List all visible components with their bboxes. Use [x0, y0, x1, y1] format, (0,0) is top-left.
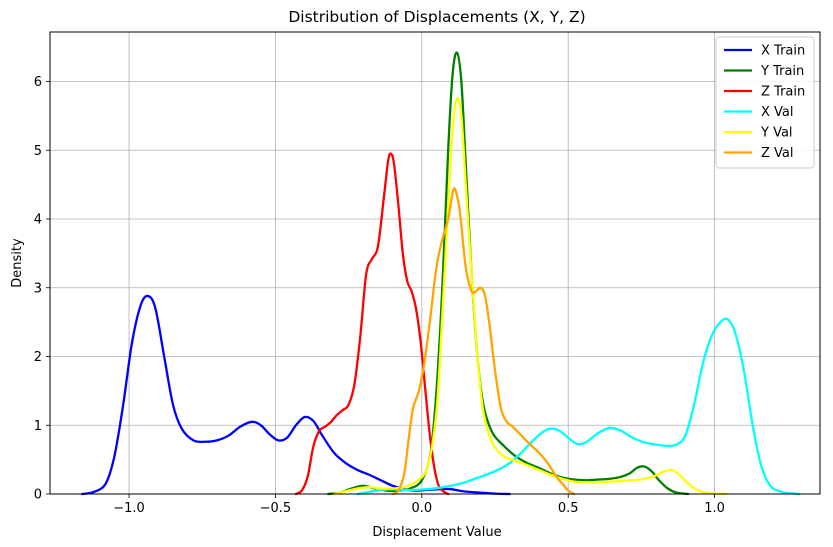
legend-label-z-val: Z Val [761, 146, 794, 161]
y-tick-label: 4 [34, 213, 42, 228]
series-line-y-val [332, 97, 728, 496]
x-tick-label: 0.5 [558, 501, 579, 516]
y-tick-label: 2 [34, 350, 42, 365]
legend-label-z-train: Z Train [761, 85, 805, 100]
axis-ticks: −1.0 −0.5 0.0 0.5 1.0 0 1 2 3 4 5 6 [34, 75, 725, 516]
x-tick-label: −0.5 [260, 501, 292, 516]
y-axis-label: Density [10, 238, 25, 288]
x-tick-label: 0.0 [411, 501, 432, 516]
legend-label-y-train: Y Train [760, 64, 804, 79]
series-lines [81, 51, 801, 496]
series-line-z-val [391, 187, 576, 496]
series-line-z-train [294, 152, 450, 496]
series-line-x-val [356, 317, 801, 496]
y-tick-label: 6 [34, 75, 42, 90]
legend-label-y-val: Y Val [760, 126, 793, 141]
x-axis-label: Displacement Value [372, 525, 501, 540]
plot-frame [49, 31, 821, 495]
legend: X Train Y Train Z Train X Val Y Val Z Val [715, 36, 815, 169]
x-tick-label: −1.0 [113, 501, 145, 516]
legend-label-x-val: X Val [761, 105, 794, 120]
chart-title: Distribution of Displacements (X, Y, Z) [288, 8, 585, 26]
y-tick-label: 1 [34, 419, 42, 434]
legend-label-x-train: X Train [761, 44, 805, 59]
y-tick-label: 3 [34, 281, 42, 296]
y-tick-label: 0 [34, 488, 42, 503]
x-tick-label: 1.0 [704, 501, 725, 516]
y-tick-label: 5 [34, 144, 42, 159]
